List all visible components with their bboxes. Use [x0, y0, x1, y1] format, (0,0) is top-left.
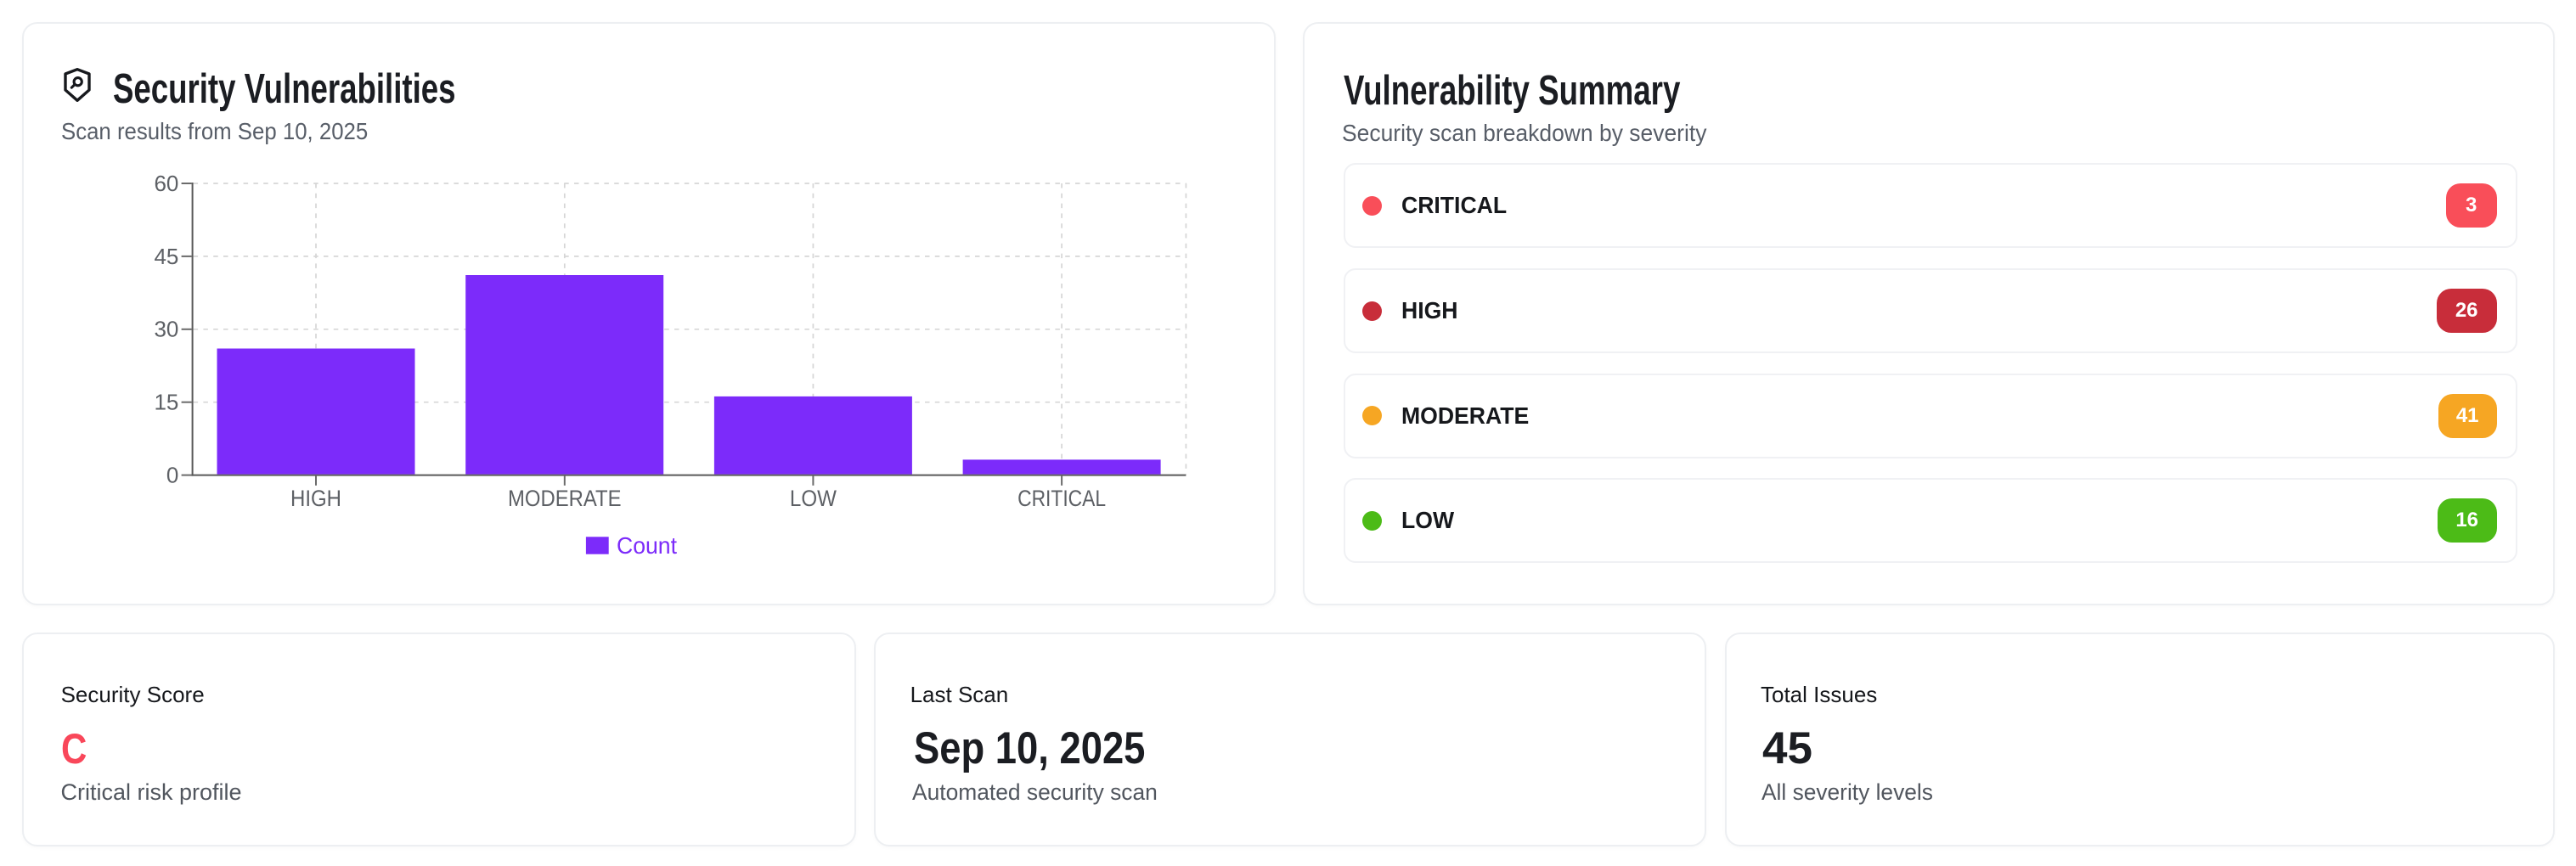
svg-text:60: 60: [154, 171, 178, 196]
svg-text:CRITICAL: CRITICAL: [1017, 486, 1106, 511]
svg-text:15: 15: [154, 390, 178, 415]
svg-text:MODERATE: MODERATE: [508, 486, 622, 511]
svg-text:LOW: LOW: [790, 486, 837, 511]
svg-text:30: 30: [154, 317, 178, 342]
svg-text:45: 45: [154, 244, 178, 269]
svg-text:0: 0: [166, 463, 178, 488]
svg-text:HIGH: HIGH: [290, 486, 341, 511]
svg-text:Count: Count: [617, 532, 677, 559]
